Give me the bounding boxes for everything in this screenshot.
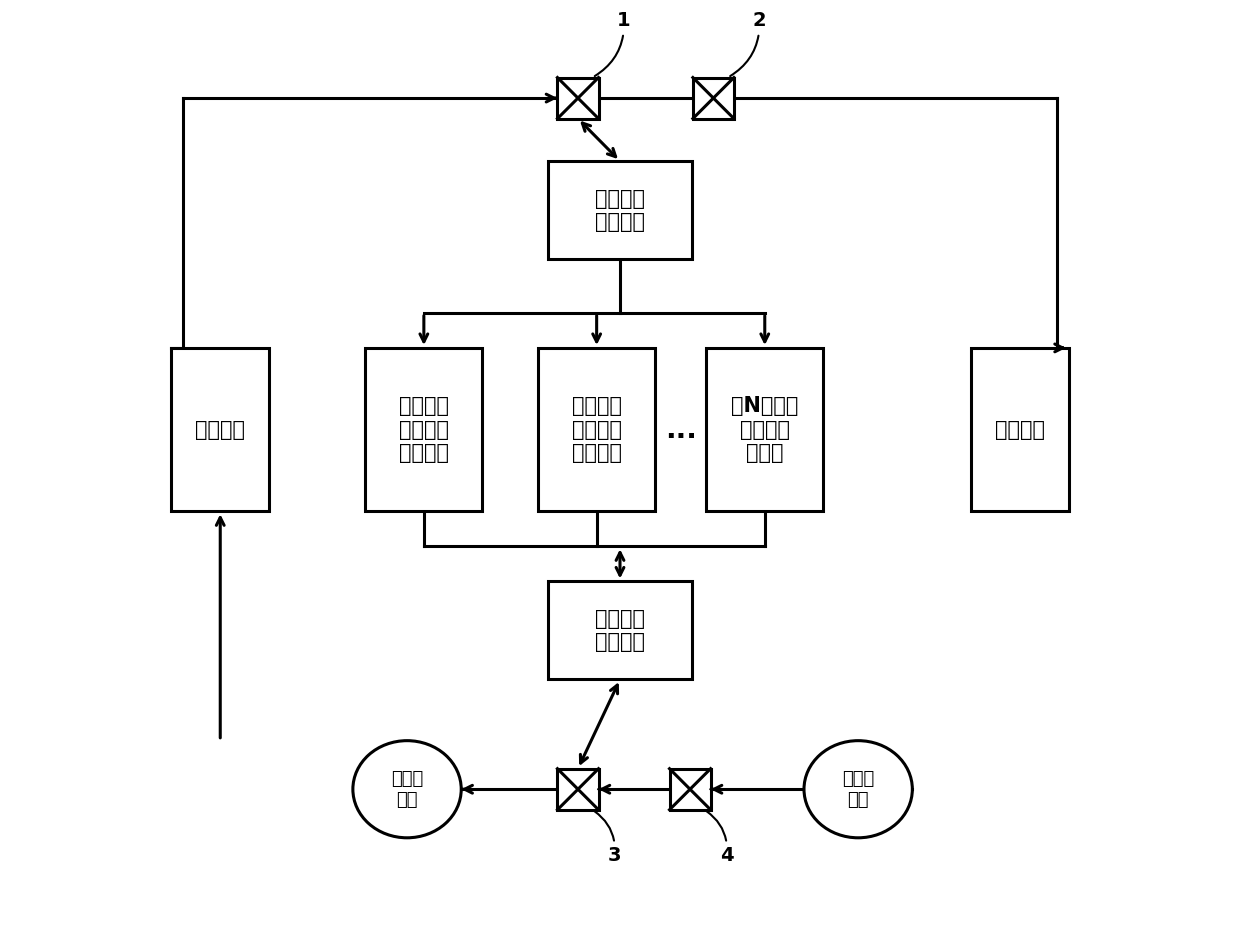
Bar: [548, 581, 692, 680]
Ellipse shape: [353, 741, 461, 838]
Bar: [171, 348, 269, 512]
Text: 第二管路
控制单元: 第二管路 控制单元: [595, 609, 645, 652]
Text: ...: ...: [665, 416, 697, 444]
Bar: [670, 769, 711, 810]
Bar: [548, 161, 692, 259]
Text: 供热单元: 供热单元: [195, 419, 246, 440]
Bar: [558, 78, 599, 119]
Text: 第二潜热
显热复合
储热装置: 第二潜热 显热复合 储热装置: [572, 396, 621, 463]
Text: 第N潜热显
热复合储
热装置: 第N潜热显 热复合储 热装置: [732, 396, 799, 463]
Bar: [558, 769, 599, 810]
Text: 2: 2: [730, 11, 766, 76]
Text: 供热循
环泵: 供热循 环泵: [391, 770, 423, 809]
Bar: [707, 348, 823, 512]
Bar: [366, 348, 482, 512]
Text: 第一潜热
显热复合
储热装置: 第一潜热 显热复合 储热装置: [399, 396, 449, 463]
Bar: [693, 78, 734, 119]
Bar: [538, 348, 655, 512]
Text: 换热单元: 换热单元: [994, 419, 1045, 440]
Text: 放热循
环泵: 放热循 环泵: [842, 770, 874, 809]
Text: 第一管路
控制单元: 第一管路 控制单元: [595, 189, 645, 232]
Text: 4: 4: [707, 812, 734, 865]
Ellipse shape: [804, 741, 913, 838]
Text: 3: 3: [595, 812, 621, 865]
Text: 1: 1: [595, 11, 631, 76]
Bar: [971, 348, 1069, 512]
